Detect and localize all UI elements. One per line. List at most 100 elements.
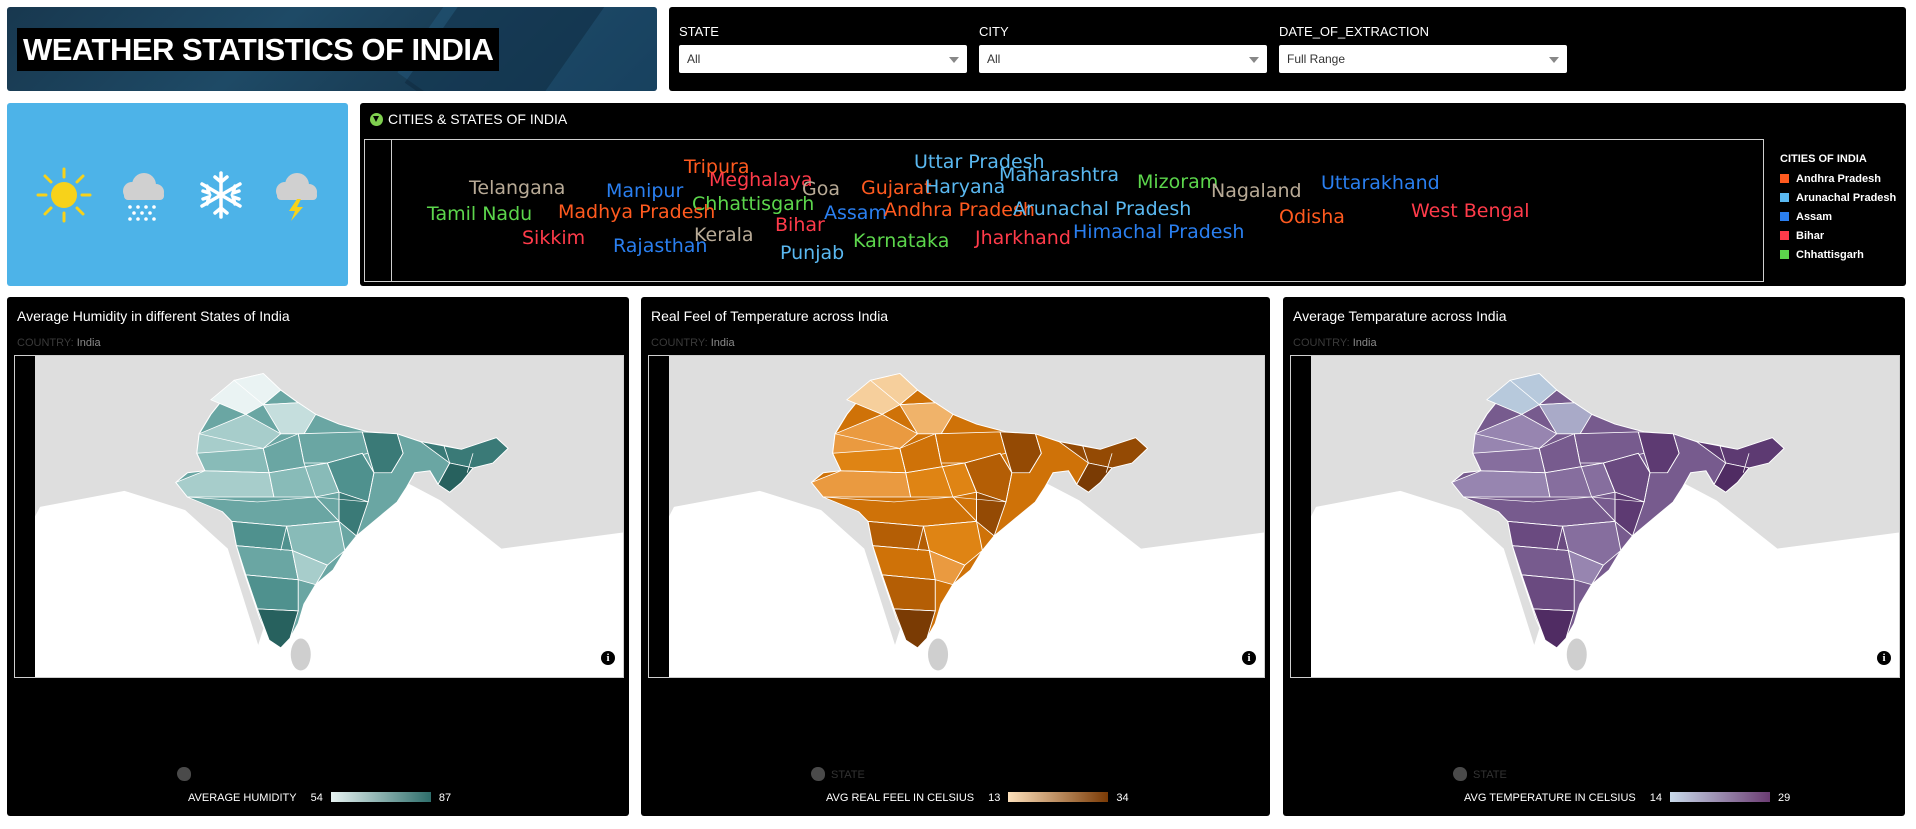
word-cloud-panel: CITIES & STATES OF INDIA Tripura Uttar Pr… <box>360 103 1906 286</box>
choropleth-map[interactable]: i <box>14 355 624 678</box>
state-region[interactable] <box>1637 431 1680 474</box>
color-gradient-bar <box>330 792 431 802</box>
country-key: COUNTRY: <box>651 337 708 349</box>
legend-title: CITIES OF INDIA <box>1780 153 1867 165</box>
date-select[interactable]: Full Range <box>1279 45 1567 73</box>
legend-item[interactable]: Assam <box>1780 211 1905 230</box>
state-layer-label: STATE <box>1473 769 1507 781</box>
color-legend-max: 29 <box>1778 792 1791 804</box>
legend-label: Assam <box>1796 211 1833 223</box>
info-icon[interactable]: i <box>1242 651 1256 665</box>
date-filter: DATE_OF_EXTRACTION Full Range <box>1279 24 1567 73</box>
legend-label: Bihar <box>1796 230 1825 242</box>
word-cloud-word[interactable]: Madhya Pradesh <box>558 201 716 223</box>
word-cloud-word[interactable]: Himachal Pradesh <box>1073 221 1245 243</box>
sun-icon <box>36 167 92 223</box>
word-cloud-word[interactable]: Mizoram <box>1137 171 1219 193</box>
legend-swatch <box>1780 193 1789 202</box>
legend-item[interactable]: Andhra Pradesh <box>1780 173 1905 192</box>
info-icon[interactable]: i <box>1877 651 1891 665</box>
color-legend-min: 54 <box>310 792 323 804</box>
chevron-down-icon <box>1549 57 1559 63</box>
country-filter-label: COUNTRY: India <box>17 337 101 349</box>
state-layer-icon <box>177 767 191 781</box>
legend-label: Andhra Pradesh <box>1796 173 1881 185</box>
state-select-value: All <box>687 52 701 66</box>
word-cloud-word[interactable]: Andhra Pradesh <box>884 199 1035 221</box>
word-cloud-word[interactable]: Gujarat <box>861 177 932 199</box>
choropleth-map[interactable]: i <box>1290 355 1900 678</box>
state-filter-label: STATE <box>679 24 719 39</box>
legend-item[interactable]: Arunachal Pradesh <box>1780 192 1905 211</box>
word-cloud-word[interactable]: Manipur <box>606 180 684 202</box>
word-cloud-word[interactable]: Chhattisgarh <box>692 193 815 215</box>
state-select[interactable]: All <box>679 45 967 73</box>
chevron-down-icon <box>949 57 959 63</box>
word-cloud-word[interactable]: Nagaland <box>1211 180 1302 202</box>
word-cloud-word[interactable]: Goa <box>802 178 840 200</box>
word-cloud-word[interactable]: Maharashtra <box>999 164 1120 186</box>
weather-icons-panel <box>7 103 348 286</box>
word-cloud-word[interactable]: Assam <box>824 202 887 224</box>
legend-item[interactable]: Bihar <box>1780 230 1905 249</box>
color-gradient-bar <box>1670 792 1771 802</box>
rain-cloud-icon <box>123 173 164 221</box>
legend-item[interactable]: Chhattisgarh <box>1780 249 1905 268</box>
filter-bar: STATE All CITY All DATE_OF_EXTRACTION Fu… <box>669 7 1906 91</box>
date-select-value: Full Range <box>1287 52 1346 66</box>
country-filter-label: COUNTRY: India <box>1293 337 1377 349</box>
color-legend: AVERAGE HUMIDITY 54 87 <box>188 792 451 804</box>
state-layer-icon <box>811 767 825 781</box>
word-cloud-word[interactable]: Meghalaya <box>709 169 813 191</box>
word-cloud-word[interactable]: Arunachal Pradesh <box>1013 198 1192 220</box>
color-legend-title: AVERAGE HUMIDITY <box>188 792 297 804</box>
color-legend-title: AVG TEMPERATURE IN CELSIUS <box>1464 792 1636 804</box>
word-cloud-word[interactable]: Tamil Nadu <box>427 203 533 225</box>
word-cloud-word[interactable]: Karnataka <box>853 230 950 252</box>
city-select[interactable]: All <box>979 45 1267 73</box>
real-feel-map-panel: Real Feel of Temperature across India COU… <box>641 297 1270 816</box>
india-map[interactable] <box>1451 372 1785 649</box>
word-cloud-word[interactable]: Tripura <box>684 156 750 178</box>
color-legend-max: 34 <box>1116 792 1129 804</box>
word-cloud-word[interactable]: Bihar <box>775 214 825 236</box>
word-cloud-word[interactable]: Uttar Pradesh <box>914 151 1045 173</box>
word-cloud-word[interactable]: Rajasthan <box>613 235 708 257</box>
snowflake-icon <box>200 171 242 219</box>
legend-swatch <box>1780 231 1789 240</box>
map-title: Average Temparature across India <box>1293 308 1507 324</box>
country-value: India <box>710 337 735 349</box>
word-cloud-word[interactable]: Uttarakhand <box>1321 172 1440 194</box>
word-cloud-word[interactable]: Jharkhand <box>975 227 1071 249</box>
info-icon[interactable]: i <box>601 651 615 665</box>
word-cloud-word[interactable]: Punjab <box>780 242 845 264</box>
word-cloud-word[interactable]: Telangana <box>469 177 566 199</box>
word-cloud-word[interactable]: Sikkim <box>522 227 586 249</box>
legend-label: Chhattisgarh <box>1796 249 1864 261</box>
state-filter: STATE All <box>679 24 967 73</box>
date-filter-label: DATE_OF_EXTRACTION <box>1279 24 1430 39</box>
word-cloud-word[interactable]: Odisha <box>1279 206 1345 228</box>
word-cloud-word[interactable]: Haryana <box>925 176 1006 198</box>
word-cloud-title: CITIES & STATES OF INDIA <box>370 111 567 127</box>
word-cloud-word[interactable]: Kerala <box>694 224 754 246</box>
india-map[interactable] <box>175 372 509 649</box>
city-select-value: All <box>987 52 1001 66</box>
color-legend: AVG REAL FEEL IN CELSIUS 13 34 <box>826 792 1129 804</box>
state-layer-icon <box>1453 767 1467 781</box>
india-map[interactable] <box>810 372 1149 649</box>
color-legend: AVG TEMPERATURE IN CELSIUS 14 29 <box>1464 792 1790 804</box>
legend-label: Arunachal Pradesh <box>1796 192 1897 204</box>
country-value: India <box>1352 337 1377 349</box>
choropleth-map[interactable]: i <box>648 355 1265 678</box>
legend-swatch <box>1780 212 1789 221</box>
word-cloud-title-text: CITIES & STATES OF INDIA <box>388 111 568 127</box>
filter-icon <box>370 113 383 126</box>
color-legend-max: 87 <box>438 792 452 804</box>
temperature-map-panel: Average Temparature across India COUNTRY:… <box>1283 297 1905 816</box>
word-cloud-word[interactable]: West Bengal <box>1411 200 1530 222</box>
country-key: COUNTRY: <box>1293 337 1350 349</box>
legend-swatch <box>1780 250 1789 259</box>
country-key: COUNTRY: <box>17 337 74 349</box>
country-value: India <box>76 337 101 349</box>
